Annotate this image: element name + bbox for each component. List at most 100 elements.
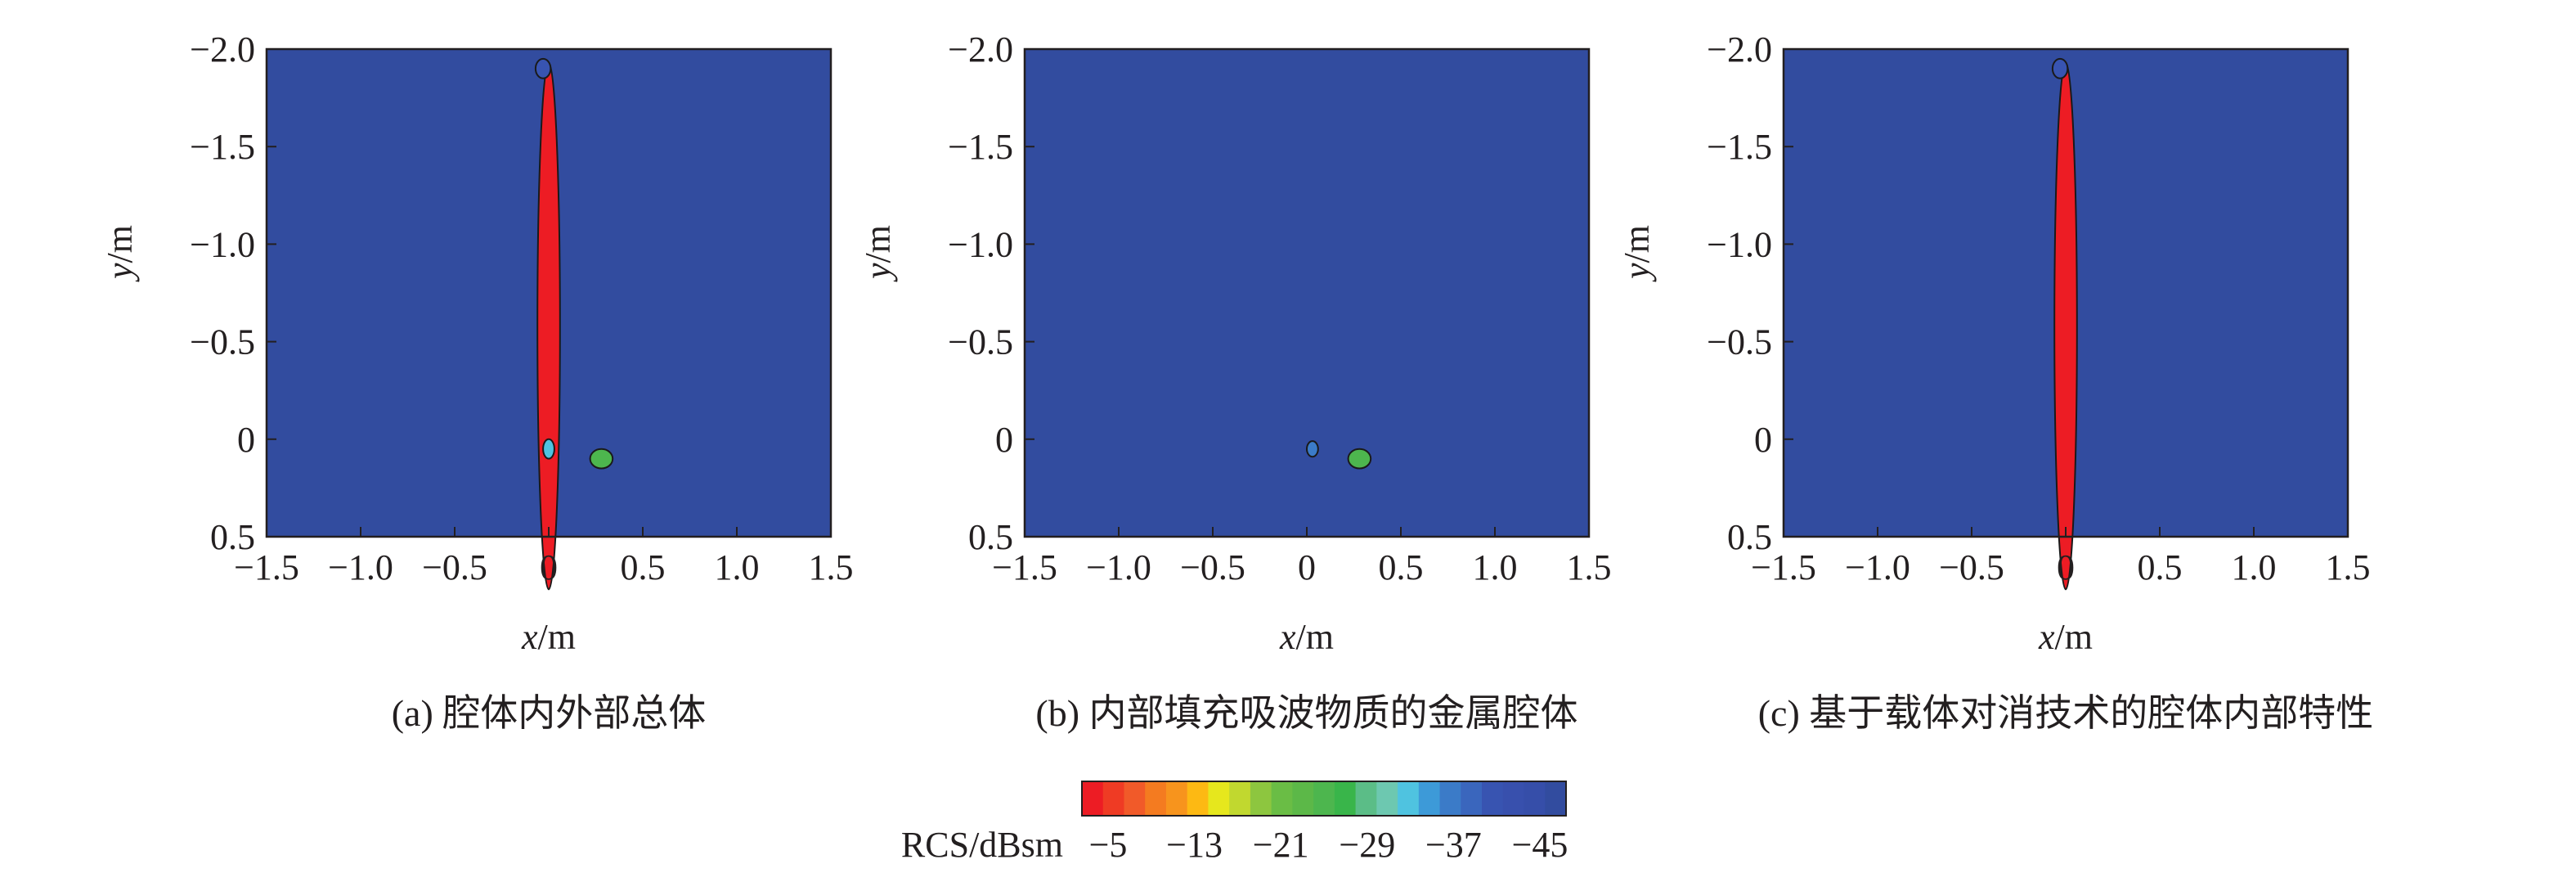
x-axis-label: x/m [521,617,576,657]
colorbar-tick-label: −29 [1339,825,1395,865]
contour-level [542,438,555,460]
colorbar-swatch [1439,781,1461,816]
x-tick-label: −1.0 [1086,547,1151,587]
y-tick-label: −2.0 [948,29,1013,70]
y-axis-label: y/m [858,225,898,282]
y-tick-label: −2.0 [190,29,255,70]
colorbar-swatch [1165,781,1188,816]
hotspot [1306,440,1319,458]
colorbar-swatch [1187,781,1209,816]
x-tick-label: 0 [1298,547,1316,587]
y-tick-label: −1.5 [190,127,255,167]
colorbar-swatch [1271,781,1293,816]
colorbar-swatch [1376,781,1398,816]
hotspot [2053,61,2078,591]
y-tick-label: 0.5 [968,517,1013,557]
colorbar-swatch [1502,781,1525,816]
colorbar-swatch [1334,781,1357,816]
panel-3: −2.0−1.5−1.0−0.500.5−1.5 −1.0 −0.5 0 0.5 1.0 1… [1617,29,2373,734]
colorbar-swatch [1145,781,1167,816]
colorbar-tick-label: −21 [1253,825,1309,865]
colorbar-swatch [1313,781,1335,816]
x-tick-label: −1.0 [328,547,393,587]
x-tick-label: 1.0 [2232,547,2277,587]
x-axis-var: x [2038,617,2055,657]
y-tick-label: −0.5 [190,322,255,362]
contour-level [1347,448,1372,470]
colorbar-swatch [1418,781,1441,816]
x-tick-label: 0.5 [621,547,666,587]
hotspot [536,61,561,591]
panel-caption: (b) 内部填充吸波物质的金属腔体 [1035,692,1577,734]
y-axis-label: y/m [1617,225,1657,282]
colorbar-tick-label: −45 [1512,825,1568,865]
y-tick-label: −0.5 [948,322,1013,362]
x-tick-label: −0.5 [422,547,487,587]
x-axis-var: x [1279,617,1296,657]
x-tick-label: 1.5 [2326,547,2371,587]
hotspot [1347,448,1372,470]
y-axis-unit: /m [858,225,898,263]
panel-2: −2.0−1.5−1.0−0.500.5−1.5 −1.0 −0.5 0 0.5 1.0 1… [858,29,1612,734]
y-tick-label: 0.5 [1727,517,1772,557]
x-tick-label: 1.0 [715,547,760,587]
colorbar-swatch [1124,781,1146,816]
y-tick-label: 0 [237,420,255,460]
x-axis-label: x/m [2038,617,2093,657]
colorbar-swatch [1482,781,1504,816]
x-tick-label: 1.0 [1473,547,1518,587]
y-axis-unit: /m [100,225,140,263]
colorbar: RCS/dBsm −5 −13 −21 −29 −37 −45 [901,781,1568,865]
y-tick-label: −1.0 [948,224,1013,264]
colorbar-swatch [1292,781,1314,816]
colorbar-swatch [1208,781,1230,816]
x-tick-label: −1.5 [1751,547,1816,587]
colorbar-tick-label: −13 [1166,825,1223,865]
y-tick-label: −2.0 [1707,29,1772,70]
heatmap-background [1025,49,1589,537]
panels: −2.0−1.5−1.0−0.500.5−1.5 −1.0 −0.5 0 0.5 1.0 1… [100,29,2373,734]
colorbar-swatch [1461,781,1483,816]
colorbar-swatch [1102,781,1125,816]
panel-caption: (c) 基于载体对消技术的腔体内部特性 [1758,692,2374,734]
x-axis-unit: /m [1296,617,1334,657]
x-axis-unit: /m [2055,617,2093,657]
x-axis-unit: /m [538,617,576,657]
contour-level [534,57,552,79]
panel-1: −2.0−1.5−1.0−0.500.5−1.5 −1.0 −0.5 0 0.5 1.0 1… [100,29,854,734]
x-axis-var: x [521,617,538,657]
x-tick-label: 0.5 [2138,547,2183,587]
colorbar-swatch [1229,781,1251,816]
colorbar-frame [1081,781,1567,817]
colorbar-swatch [1082,781,1104,816]
hotspot [589,448,614,470]
hotspot [534,57,552,79]
x-tick-label: −0.5 [1180,547,1245,587]
y-axis-var: y [100,263,140,282]
x-tick-label: −1.0 [1845,547,1910,587]
x-tick-label: 1.5 [809,547,854,587]
colorbar-swatch [1545,781,1567,816]
contour-level [536,61,561,591]
colorbar-swatch [1250,781,1272,816]
y-tick-label: 0 [1754,420,1772,460]
panel-caption: (a) 腔体内外部总体 [392,692,707,734]
colorbar-swatch [1355,781,1377,816]
y-tick-label: −1.5 [948,127,1013,167]
y-tick-label: −1.0 [1707,224,1772,264]
colorbar-tick-label: −5 [1089,825,1128,865]
colorbar-swatch [1524,781,1546,816]
x-tick-label: 1.5 [1567,547,1612,587]
y-tick-label: 0 [995,420,1013,460]
y-axis-var: y [858,263,898,282]
hotspot [2051,57,2069,79]
x-tick-label: 0 [540,547,558,587]
x-tick-label: −1.5 [992,547,1057,587]
x-tick-label: 0 [2057,547,2075,587]
colorbar-swatches [1081,781,1567,817]
y-axis-label: y/m [100,225,140,282]
x-tick-label: −1.5 [234,547,299,587]
contour-level [589,448,614,470]
hotspot [542,438,555,460]
